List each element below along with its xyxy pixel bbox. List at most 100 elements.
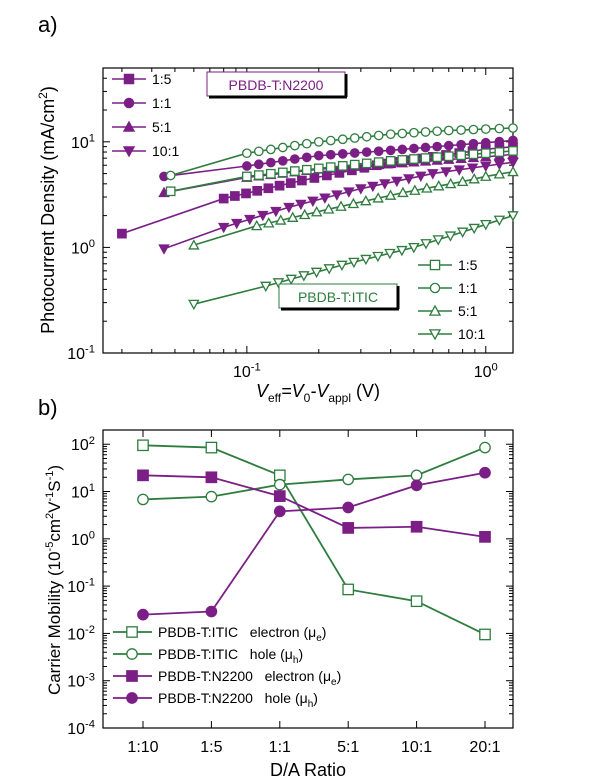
- data-point: [385, 156, 396, 166]
- data-point: [493, 168, 506, 179]
- y-tick-label: 100: [71, 529, 95, 548]
- data-point: [251, 219, 263, 231]
- data-point: [263, 183, 274, 194]
- series-line: [142, 444, 486, 636]
- panel-a-photocurrent-chart: a) 10-1 100 10-1 100 101 PBDB-T:N2200 PBDB-T…: [36, 12, 519, 405]
- data-point: [494, 123, 505, 134]
- data-point: [444, 231, 457, 242]
- data-point: [342, 583, 355, 596]
- legend-marker: [126, 670, 138, 682]
- data-point: [273, 478, 286, 491]
- data-point: [283, 202, 295, 214]
- data-point: [301, 138, 312, 149]
- data-point: [433, 180, 445, 191]
- data-point: [410, 595, 423, 608]
- data-point: [468, 149, 479, 160]
- data-point: [205, 441, 218, 454]
- data-point: [230, 191, 240, 201]
- panel-a-tick-labels: 10-1 100 10-1 100 101: [67, 132, 498, 381]
- data-point: [507, 157, 519, 169]
- data-point: [289, 140, 300, 151]
- data-point: [335, 200, 347, 211]
- data-point: [444, 177, 457, 189]
- legend-marker: [122, 146, 136, 158]
- x-tick-label: 10-1: [233, 362, 261, 381]
- data-point: [479, 441, 491, 454]
- data-point: [480, 124, 491, 134]
- data-point: [310, 206, 323, 217]
- legend-label: PBDB-T:N2200 hole (μh): [158, 690, 318, 710]
- legend-marker: [123, 73, 135, 85]
- data-point: [397, 186, 409, 198]
- data-point: [325, 162, 336, 172]
- series-itic-square: [137, 439, 491, 641]
- data-point: [385, 145, 396, 156]
- data-point: [372, 251, 384, 263]
- data-point: [508, 135, 518, 146]
- data-point: [372, 192, 384, 203]
- data-point: [348, 257, 360, 269]
- data-point: [408, 242, 420, 254]
- legend-marker: [126, 626, 138, 638]
- data-point: [252, 185, 263, 196]
- data-point: [188, 239, 200, 250]
- data-point: [205, 471, 218, 484]
- data-point: [188, 299, 200, 311]
- series-itic-circle: [137, 441, 491, 506]
- data-point: [342, 473, 355, 486]
- data-point: [432, 126, 443, 137]
- y-tick-label: 10-3: [67, 671, 95, 690]
- data-point: [410, 479, 423, 492]
- data-point: [217, 222, 230, 234]
- data-point: [409, 127, 419, 138]
- data-point: [298, 271, 310, 282]
- series-n2200-square: [137, 469, 491, 543]
- data-point: [443, 140, 454, 151]
- data-point: [257, 210, 269, 222]
- data-point: [361, 147, 372, 157]
- data-point: [379, 179, 391, 190]
- data-point: [385, 129, 396, 140]
- data-point: [403, 174, 415, 185]
- series-itic-10-1: [188, 211, 519, 311]
- data-point: [313, 150, 324, 161]
- data-point: [397, 144, 408, 155]
- data-point: [272, 278, 285, 289]
- data-point: [337, 161, 348, 171]
- data-point: [409, 143, 419, 154]
- data-point: [337, 134, 348, 145]
- data-point: [443, 125, 454, 136]
- data-point: [479, 466, 491, 479]
- series-n2200-1-1: [159, 135, 518, 182]
- data-point: [479, 628, 491, 641]
- data-point: [355, 184, 367, 195]
- data-point: [494, 136, 505, 147]
- x-tick-label: 100: [474, 362, 498, 381]
- data-point: [231, 218, 243, 230]
- n2200-annotation-text: PBDB-T:N2200: [229, 77, 324, 93]
- data-point: [432, 141, 443, 152]
- data-point: [260, 281, 272, 293]
- data-point: [313, 163, 324, 174]
- y-tick-label: 100: [71, 238, 95, 257]
- data-point: [274, 180, 285, 191]
- y-tick-label: 10-1: [67, 344, 95, 363]
- panel-b-y-axis-label: Carrier Mobility (10-5cm2V-1S-1): [44, 465, 64, 695]
- data-point: [373, 130, 384, 141]
- legend-label: 10:1: [152, 143, 179, 159]
- data-point: [480, 161, 492, 172]
- data-point: [277, 155, 288, 166]
- data-point: [323, 264, 335, 275]
- data-point: [420, 239, 432, 250]
- data-point: [241, 188, 251, 199]
- data-point: [244, 214, 256, 226]
- data-point: [298, 208, 311, 220]
- data-point: [253, 146, 264, 157]
- series-n2200-circle: [137, 466, 491, 621]
- data-point: [322, 203, 335, 214]
- data-point: [494, 147, 505, 157]
- data-point: [342, 501, 355, 514]
- x-tick-label: 1:5: [200, 739, 222, 756]
- panel-b-tick-labels: 1:10 1:5 1:1 5:1 10:1 20:1 10-4 10-3 10-2 10-1 100…: [67, 435, 500, 756]
- data-point: [409, 184, 421, 195]
